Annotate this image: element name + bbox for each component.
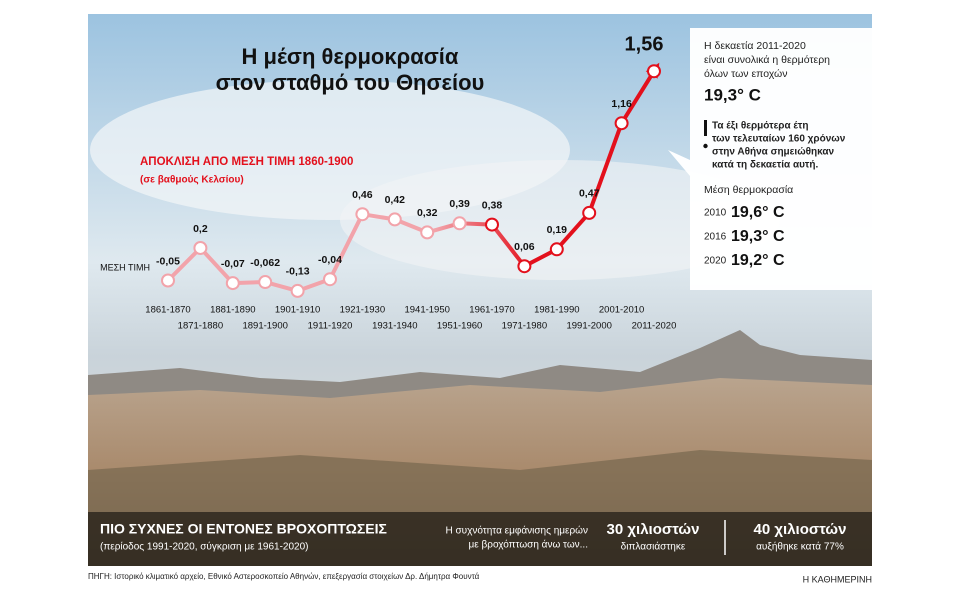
point (258, 275, 273, 290)
panel-intro: όλων των εποχών (704, 68, 787, 80)
x-tick-label: 2011-2020 (632, 321, 677, 332)
rainfall-change: αυξήθηκε κατά 77% (756, 541, 844, 553)
value-label: -0,05 (156, 255, 180, 267)
point (549, 242, 564, 257)
panel-temp: 19,2° C (731, 252, 785, 269)
point (614, 116, 629, 131)
x-tick-label: 1871-1880 (178, 321, 223, 332)
point (323, 272, 337, 287)
value-label: -0,04 (318, 254, 342, 266)
rainfall-title: ΠΙΟ ΣΥΧΝΕΣ ΟΙ ΕΝΤΟΝΕΣ ΒΡΟΧΟΠΤΩΣΕΙΣ (100, 521, 387, 537)
value-label: 1,56 (625, 33, 664, 55)
source: ΠΗΓΗ: Ιστορικό κλιματικό αρχείο, Εθνικό … (88, 572, 480, 581)
point (290, 283, 305, 298)
x-tick-label: 1971-1980 (502, 321, 547, 332)
rainfall-question: Η συχνότητα εμφάνισης ημερών (445, 525, 588, 537)
panel-year: 2020 (704, 256, 727, 267)
value-label: -0,07 (221, 258, 245, 270)
value-label: 0,47 (579, 188, 600, 200)
value-label: -0,062 (250, 257, 280, 269)
panel-temp: 19,6° C (731, 204, 785, 221)
x-tick-label: 1861-1870 (145, 305, 190, 316)
panel-year: 2016 (704, 232, 727, 243)
point (225, 276, 240, 291)
rainfall-box: ΠΙΟ ΣΥΧΝΕΣ ΟΙ ΕΝΤΟΝΕΣ ΒΡΟΧΟΠΤΩΣΕΙΣ (περί… (100, 520, 846, 555)
rainfall-question: με βροχόπτωση άνω των... (469, 539, 588, 551)
value-label: 1,16 (611, 98, 632, 110)
x-tick-label: 1931-1940 (372, 321, 417, 332)
point (485, 217, 499, 232)
x-tick-label: 1921-1930 (340, 305, 385, 316)
subtitle: ΑΠΟΚΛΙΣΗ ΑΠΟ ΜΕΣΗ ΤΙΜΗ 1860-1900 (140, 156, 353, 168)
point (420, 225, 435, 240)
x-tick-label: 1901-1910 (275, 305, 320, 316)
info-panel: Η δεκαετία 2011-2020 είναι συνολικά η θε… (668, 28, 880, 290)
mean-label: Μέση θερμοκρασία (704, 184, 793, 196)
x-tick-label: 1941-1950 (404, 305, 449, 316)
point (355, 207, 370, 222)
value-label: -0,13 (286, 266, 310, 278)
value-label: 0,19 (547, 224, 568, 236)
x-tick-label: 1961-1970 (469, 305, 514, 316)
panel-intro: Η δεκαετία 2011-2020 (704, 40, 806, 52)
point (161, 273, 175, 288)
baseline-label: ΜΕΣΗ ΤΙΜΗ (100, 262, 150, 272)
value-label: 0,38 (482, 199, 503, 211)
x-tick-label: 1881-1890 (210, 305, 255, 316)
unit-note: (σε βαθμούς Κελσίου) (140, 175, 244, 186)
panel-note: κατά τη δεκαετία αυτή. (712, 160, 819, 171)
point (387, 212, 402, 227)
value-label: 0,2 (193, 223, 208, 235)
panel-intro: είναι συνολικά η θερμότερη (704, 54, 830, 66)
rainfall-change: διπλασιάστηκε (621, 541, 686, 553)
rainfall-amount: 40 χιλιοστών (754, 521, 847, 538)
point (647, 64, 661, 79)
title-line: Η μέση θερμοκρασία (242, 44, 459, 69)
decade-temp: 19,3° C (704, 85, 761, 104)
panel-temp: 19,3° C (731, 228, 785, 245)
rainfall-amount: 30 χιλιοστών (607, 521, 700, 538)
value-label: 0,32 (417, 207, 438, 219)
x-tick-label: 1991-2000 (566, 321, 611, 332)
value-label: 0,06 (514, 241, 535, 253)
x-tick-label: 1951-1960 (437, 321, 482, 332)
line (166, 70, 656, 293)
value-label: 0,46 (352, 189, 373, 201)
point (193, 241, 208, 255)
x-tick-label: 1911-1920 (308, 321, 353, 332)
brand: Η ΚΑΘΗΜΕΡΙΝΗ (803, 574, 872, 584)
rainfall-period: (περίοδος 1991-2020, σύγκριση με 1961-20… (100, 541, 308, 553)
value-label: 0,42 (385, 194, 406, 206)
x-tick-label: 2001-2010 (599, 305, 644, 316)
title-line: στον σταθμό του Θησείου (216, 70, 485, 95)
panel-note: στην Αθήνα σημειώθηκαν (712, 147, 835, 158)
panel-note: των τελευταίων 160 χρόνων (712, 134, 846, 145)
point (452, 216, 467, 231)
panel-year: 2010 (704, 208, 727, 219)
point (517, 259, 532, 274)
panel-note: Τα έξι θερμότερα έτη (712, 121, 809, 132)
value-label: 0,39 (449, 198, 470, 210)
x-tick-label: 1891-1900 (242, 321, 287, 332)
x-tick-label: 1981-1990 (534, 305, 579, 316)
point (582, 205, 597, 220)
